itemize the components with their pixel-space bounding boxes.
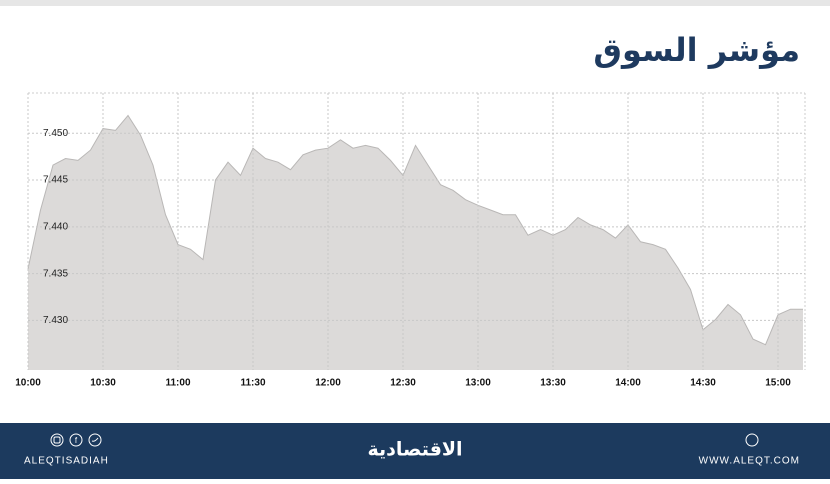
x-tick-label: 13:00 <box>465 378 491 389</box>
svg-text:f: f <box>75 436 78 445</box>
top-border <box>0 0 830 6</box>
y-tick-label: 7.430 <box>43 315 68 326</box>
y-tick-label: 7.450 <box>43 128 68 139</box>
x-tick-label: 11:30 <box>240 378 265 389</box>
area-line <box>27 114 803 346</box>
plot: 7.450 7.445 7.440 7.435 7.430 10:00 10:30 11:00… <box>15 92 806 389</box>
area <box>28 115 803 370</box>
x-tick-label: 13:30 <box>540 378 566 389</box>
footer-logo: الاقتصادية <box>367 439 462 461</box>
chart-title: مؤشر السوق <box>593 31 800 69</box>
social-icons: f <box>50 433 102 447</box>
x-tick-label: 14:30 <box>690 378 716 389</box>
y-tick-label: 7.435 <box>43 268 68 279</box>
footer-band <box>0 423 830 479</box>
footer-handle: ALEQTISADIAH <box>24 456 109 467</box>
y-tick-label: 7.440 <box>43 221 68 232</box>
y-tick-label: 7.445 <box>43 175 68 186</box>
x-tick-label: 12:00 <box>315 378 341 389</box>
web-icon <box>745 433 759 447</box>
x-tick-label: 12:30 <box>390 378 416 389</box>
footer-website: WWW.ALEQT.COM <box>699 456 800 467</box>
x-tick-label: 14:00 <box>615 378 641 389</box>
x-tick-label: 11:00 <box>165 378 190 389</box>
x-tick-label: 15:00 <box>765 378 791 389</box>
x-tick-label: 10:00 <box>15 378 41 389</box>
x-tick-label: 10:30 <box>90 378 116 389</box>
